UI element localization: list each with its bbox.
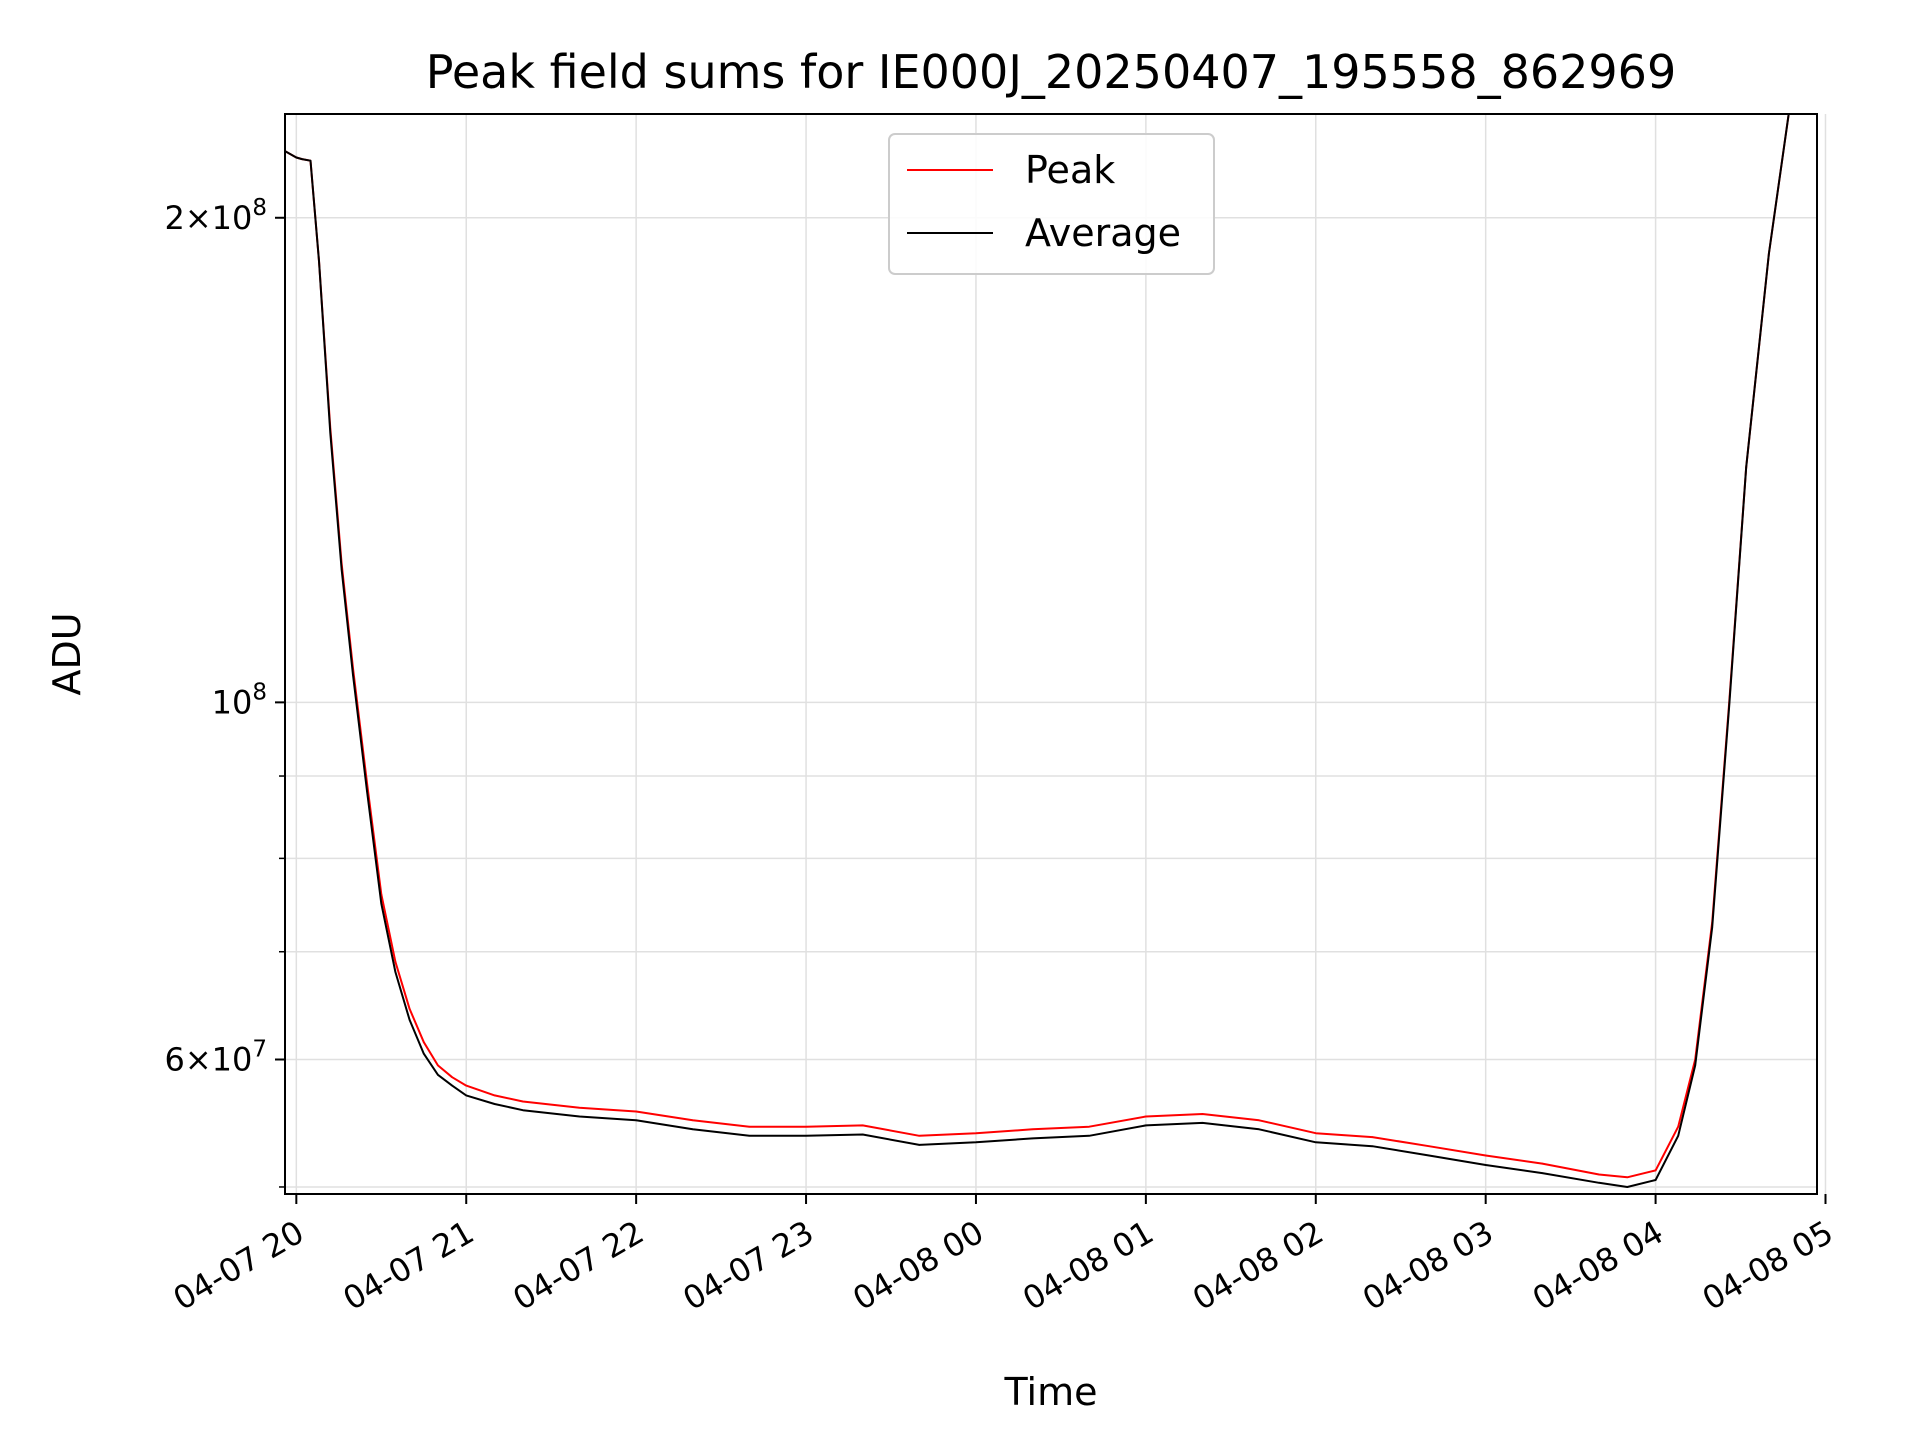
data-point-peak	[422, 1041, 425, 1044]
data-point-average	[1768, 252, 1770, 255]
series-lines	[285, 114, 1790, 1188]
data-point-average	[1598, 1181, 1600, 1184]
data-point-average	[451, 1084, 453, 1087]
data-point-average	[437, 1074, 439, 1076]
data-point-average	[691, 1128, 694, 1131]
y-tick-label: 2×108	[164, 195, 267, 237]
data-point-average	[329, 432, 332, 434]
data-point-average	[340, 568, 343, 570]
chart-title: Peak field sums for IE000J_20250407_1955…	[426, 45, 1676, 99]
data-point-peak	[1598, 1173, 1600, 1176]
data-point-average	[1484, 1164, 1487, 1166]
data-point-average	[1677, 1134, 1680, 1137]
data-point-peak	[1484, 1154, 1487, 1157]
data-point-average	[493, 1103, 496, 1105]
data-point-average	[1258, 1128, 1260, 1131]
data-point-peak	[918, 1134, 921, 1137]
y-axis-label: ADU	[45, 612, 89, 695]
plot-frame	[284, 113, 1818, 1195]
data-point-average	[1145, 1124, 1147, 1127]
y-axis: 2×108 108 6×107	[164, 195, 285, 1188]
data-point-peak	[861, 1124, 864, 1127]
data-point-average	[1201, 1122, 1204, 1124]
data-point-peak	[1201, 1113, 1204, 1115]
data-point-average	[1626, 1186, 1629, 1188]
data-point-average	[295, 156, 298, 159]
data-point-average	[1314, 1141, 1317, 1144]
data-point-peak	[635, 1110, 637, 1113]
data-point-average	[748, 1134, 751, 1137]
data-point-average	[1541, 1172, 1544, 1174]
data-point-peak	[394, 960, 397, 963]
data-point-average	[635, 1119, 637, 1122]
data-point-peak	[408, 1008, 411, 1010]
data-point-peak	[691, 1119, 694, 1122]
data-point-average	[366, 790, 368, 793]
data-point-peak	[1145, 1115, 1147, 1118]
series-line-average	[285, 114, 1790, 1188]
data-point-average	[522, 1109, 524, 1112]
data-point-average	[309, 159, 312, 162]
data-point-peak	[493, 1094, 496, 1097]
data-point-peak	[437, 1064, 439, 1067]
data-point-peak	[748, 1125, 751, 1128]
data-point-peak	[1626, 1176, 1629, 1179]
legend-label-peak: Peak	[1025, 148, 1115, 192]
y-tick-label: 108	[212, 679, 267, 721]
data-point-average	[578, 1115, 581, 1118]
legend-label-average: Average	[1025, 211, 1181, 255]
data-point-peak	[451, 1076, 453, 1079]
data-point-peak	[1314, 1132, 1317, 1134]
data-point-peak	[1677, 1125, 1680, 1128]
data-point-average	[465, 1094, 468, 1097]
data-point-average	[352, 674, 354, 676]
data-point-average	[1711, 926, 1714, 929]
data-point-average	[975, 1141, 977, 1144]
data-point-peak	[1088, 1125, 1091, 1128]
data-point-average	[1371, 1145, 1374, 1148]
data-point-average	[1694, 1064, 1697, 1067]
data-point-peak	[1541, 1162, 1544, 1165]
data-point-peak	[1258, 1119, 1260, 1122]
data-point-average	[301, 158, 303, 160]
data-point-peak	[975, 1132, 977, 1134]
y-tick-label: 6×107	[164, 1037, 267, 1079]
data-point-average	[1745, 466, 1748, 468]
data-point-average	[422, 1052, 425, 1055]
data-point-peak	[465, 1084, 468, 1087]
data-point-average	[918, 1144, 921, 1146]
x-axis-label: Time	[1004, 1370, 1098, 1414]
data-point-average	[1728, 705, 1731, 707]
data-point-peak	[522, 1100, 524, 1103]
data-point-average	[1654, 1179, 1657, 1181]
data-point-average	[394, 971, 397, 973]
data-point-average	[1031, 1137, 1034, 1140]
data-point-peak	[1654, 1169, 1657, 1172]
data-point-average	[380, 902, 383, 905]
data-point-peak	[805, 1125, 807, 1128]
data-point-average	[408, 1019, 411, 1021]
data-point-average	[805, 1134, 807, 1137]
data-point-average	[1428, 1154, 1430, 1157]
data-point-peak	[1371, 1136, 1374, 1138]
data-point-average	[1088, 1134, 1091, 1137]
data-point-peak	[578, 1106, 581, 1109]
data-point-average	[861, 1133, 864, 1136]
legend: Peak Average	[888, 133, 1215, 275]
data-point-average	[318, 260, 320, 262]
data-point-peak	[1031, 1128, 1034, 1131]
data-point-peak	[1428, 1145, 1430, 1148]
